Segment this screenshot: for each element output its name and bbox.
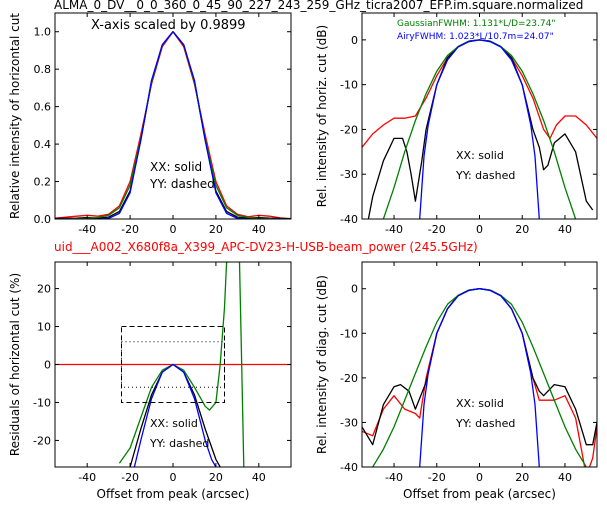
y-tick-label: -20 [33,434,51,447]
x-axis-label: Offset from peak (arcsec) [97,487,250,501]
y-tick-label: -10 [340,79,358,92]
legend-xx-solid: XX: solid [456,149,504,162]
y-tick-label: 10 [37,321,51,334]
series-group [55,262,291,467]
y-tick-label: -30 [340,168,358,181]
y-tick-label: 0.8 [34,63,52,76]
x-tick-label: 40 [252,223,266,236]
y-tick-label: 0.2 [34,176,52,189]
y-tick-label: 0.0 [34,213,52,226]
legend-yy-dashed: YY: dashed [149,177,215,191]
x-tick-label: 0 [170,223,177,236]
panel-top-right: -40 -20 0 20 40 0 -10 -20 -30 -40 Rel. intensity o… [315,12,598,236]
y-tick-label: -10 [33,396,51,409]
axes-frame [361,12,598,220]
x-tick-label: -20 [121,471,139,484]
series-line-red-0 [362,288,597,467]
x-tick-label: 40 [558,471,572,484]
x-tick-label: 20 [209,223,223,236]
y-tick-label: -40 [340,213,358,226]
x-tick-label: -20 [121,223,139,236]
x-tick-label: 0 [476,223,483,236]
panel-bottom-right: -40 -20 0 20 40 0 -10 -20 -30 -40 Rel. intensity o… [315,261,598,501]
series-line-red-0 [362,39,597,148]
x-tick-label: 40 [558,223,572,236]
x-tick-label: -40 [78,223,96,236]
x-tick-label: -40 [385,223,403,236]
series-line-blue-3 [419,39,540,219]
x-tick-label: -20 [428,223,446,236]
panel-bottom-left: -40 -20 0 20 40 20 10 0 -10 -20 Residuals of horiz… [8,261,292,501]
x-tick-label: 20 [515,223,529,236]
x-tick-label: 40 [252,471,266,484]
y-tick-label: -20 [340,372,358,385]
y-tick-label: 0 [351,283,358,296]
y-tick-label: 20 [37,283,51,296]
series-line-green-2 [372,288,587,467]
series-line-green-3 [238,262,245,467]
x-tick-label: 20 [515,471,529,484]
series-line-black-1 [129,363,221,467]
tolerance-box-dashed [121,326,225,403]
y-tick-label: -10 [340,327,358,340]
x-axis-label: Offset from peak (arcsec) [403,487,556,501]
series-line-black-1 [367,39,594,219]
series-group [362,288,597,467]
x-tick-label: 0 [476,471,483,484]
y-axis-label: Residuals of horizontal cut (%) [8,273,22,456]
y-tick-label: 0 [44,359,51,372]
y-axis-label: Rel. intensity of horiz. cut (dB) [315,25,329,207]
y-tick-label: -20 [340,123,358,136]
scale-note: X-axis scaled by 0.9899 [91,18,246,33]
x-tick-label: -40 [385,471,403,484]
panel-top-left: -40 -20 0 20 40 0.0 0.2 0.4 0.6 0.8 1.0 Relative in… [8,12,292,236]
series-line-blue-4 [133,363,217,467]
y-axis-label: Relative intensity of horizontal cut [8,13,22,219]
figure-title-mid: uid___A002_X680f8a_X399_APC-DV23-H-USB-b… [54,240,478,254]
axes-frame [361,261,598,468]
y-tick-label: -40 [340,461,358,474]
y-tick-label: 0.6 [34,101,52,114]
y-tick-label: 1.0 [34,26,52,39]
legend-xx-solid: XX: solid [456,397,504,410]
series-line-green-2 [382,39,577,219]
legend-yy-dashed: YY: dashed [149,437,209,450]
y-tick-label: 0 [351,34,358,47]
y-tick-label: -30 [340,416,358,429]
series-line-blue-3 [419,288,540,467]
legend-yy-dashed: YY: dashed [455,169,515,182]
x-tick-label: 0 [170,471,177,484]
legend-yy-dashed: YY: dashed [455,417,515,430]
y-tick-label: 0.4 [34,138,52,151]
legend-gaussian-fwhm: GaussianFWHM: 1.131*L/D=23.74" [397,19,555,29]
tolerance-box-dotted [121,341,225,388]
figure-title-top: ALMA_0_DV__0_0_360_0_45_90_227_243_259_G… [54,0,583,12]
x-tick-label: -20 [428,471,446,484]
legend-xx-solid: XX: solid [150,417,198,430]
series-line-green-2 [118,262,229,464]
legend-airy-fwhm: AiryFWHM: 1.023*L/10.7m=24.07" [397,32,554,42]
y-axis-label: Rel. intensity of diag. cut (dB) [315,275,329,454]
legend-xx-solid: XX: solid [150,160,202,174]
x-tick-label: -40 [78,471,96,484]
series-group [362,39,597,219]
x-tick-label: 20 [209,471,223,484]
